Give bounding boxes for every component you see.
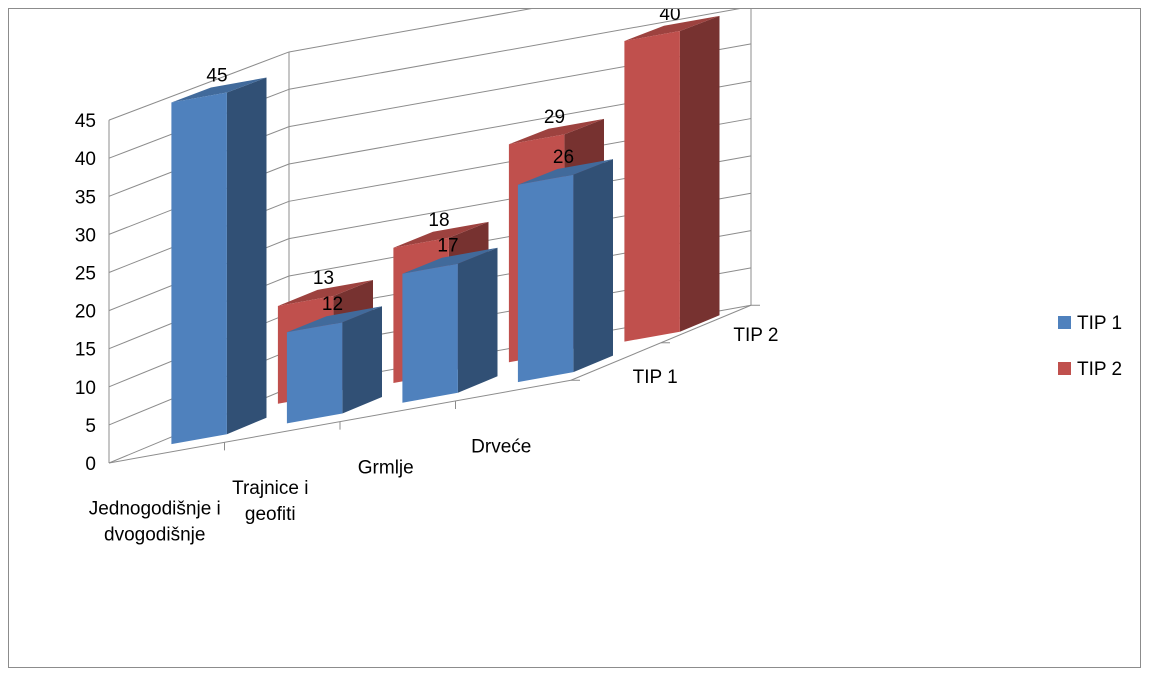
y-tick-label: 45	[75, 111, 96, 132]
bar-tip1	[402, 263, 458, 403]
bar-side-tip2	[679, 15, 720, 332]
category-label-line: Jednogodišnje i	[89, 499, 221, 520]
data-label: 12	[322, 294, 343, 315]
bar-tip2	[624, 31, 680, 342]
category-label-line: geofiti	[245, 504, 296, 525]
legend-swatch	[1058, 362, 1071, 375]
category-label: Jednogodišnje i dvogodišnje	[89, 499, 221, 546]
chart-frame: 0 5 10 15 20 25 30 35 40 45 13 18 29 40 45 12 17 26 Jednog…	[8, 8, 1141, 668]
category-label-line: dvogodišnje	[104, 525, 205, 546]
bar-tip1	[171, 92, 227, 445]
bar-tip1	[517, 174, 574, 383]
data-label: 45	[206, 65, 227, 86]
category-label-line: Drveće	[471, 437, 531, 458]
bar-top-tip2	[508, 118, 604, 145]
y-tick-label: 10	[75, 378, 96, 399]
bar-tip1	[286, 322, 343, 424]
category-label: Grmlje	[358, 457, 414, 478]
category-label-line: Grmlje	[358, 457, 414, 478]
y-tick-label: 40	[75, 149, 96, 170]
data-label: 17	[437, 236, 458, 257]
bar-side-tip1	[226, 77, 267, 435]
bar-top-tip1	[517, 159, 613, 185]
legend-label: TIP 2	[1077, 359, 1122, 380]
legend-label: TIP 1	[1077, 313, 1122, 334]
data-label: 13	[313, 268, 334, 289]
depth-axis-label: TIP 1	[633, 367, 678, 388]
bar-top-tip2	[393, 221, 489, 248]
y-tick-label: 30	[75, 225, 96, 246]
y-tick-label: 25	[75, 264, 96, 285]
depth-axis-label: TIP 2	[733, 325, 778, 346]
category-label: Trajnice i geofiti	[232, 478, 308, 525]
y-tick-label: 15	[75, 340, 96, 361]
data-label: 29	[544, 107, 565, 128]
category-label-line: Trajnice i	[232, 478, 308, 499]
bar-top-tip2	[624, 15, 720, 41]
y-tick-label: 0	[85, 454, 96, 475]
data-label: 18	[428, 210, 449, 231]
data-label: 40	[659, 9, 680, 25]
gridline	[288, 9, 741, 90]
y-tick-label: 20	[75, 302, 96, 323]
gridline	[288, 9, 532, 53]
bar-side-tip1	[457, 247, 498, 393]
bar-top-tip1	[286, 306, 382, 333]
bar-side-tip1	[573, 159, 613, 373]
y-tick-label: 35	[75, 187, 96, 208]
bar-top-tip2	[277, 280, 373, 306]
bar-top-tip1	[171, 77, 267, 103]
bar-top-tip1	[402, 247, 498, 274]
side-gridline	[108, 51, 290, 121]
bar-side-tip1	[342, 306, 382, 414]
category-label: Drveće	[471, 437, 531, 458]
legend-swatch	[1058, 316, 1071, 329]
data-label: 26	[553, 147, 574, 168]
y-tick-label: 5	[85, 416, 96, 437]
chart-svg: 0 5 10 15 20 25 30 35 40 45 13 18 29 40 45 12 17 26 Jednog…	[75, 9, 1122, 546]
